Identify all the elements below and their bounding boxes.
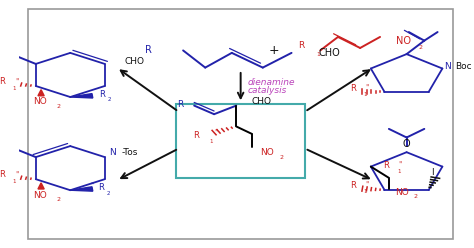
Text: R: R [350, 181, 356, 189]
Text: '': '' [365, 181, 370, 190]
Text: CHO: CHO [318, 48, 340, 58]
Text: R: R [193, 130, 199, 140]
Text: '': '' [15, 171, 19, 180]
Text: 1: 1 [363, 92, 367, 97]
Text: NO: NO [395, 188, 409, 197]
Text: R: R [177, 100, 183, 109]
Text: 2: 2 [279, 155, 283, 160]
Text: R: R [145, 45, 152, 56]
Text: 2: 2 [57, 197, 61, 202]
Text: '': '' [398, 161, 402, 170]
Text: dienamine: dienamine [247, 78, 295, 87]
Text: '': '' [365, 84, 370, 93]
Text: NO: NO [395, 36, 410, 46]
Text: 2: 2 [414, 194, 418, 199]
Text: catalysis: catalysis [247, 86, 287, 95]
Polygon shape [70, 187, 93, 191]
Polygon shape [70, 93, 93, 98]
Text: R: R [0, 170, 5, 179]
Text: O: O [403, 139, 410, 149]
Text: N: N [445, 62, 451, 71]
Text: R: R [98, 183, 104, 192]
Text: CHO: CHO [252, 97, 272, 106]
Text: 2: 2 [57, 104, 61, 109]
Text: R: R [99, 90, 105, 99]
Text: 2: 2 [419, 45, 423, 51]
Text: 1: 1 [316, 52, 320, 57]
Text: CHO: CHO [125, 57, 145, 66]
Text: I: I [431, 168, 434, 177]
Text: +: + [269, 44, 279, 57]
Text: NO: NO [33, 191, 47, 200]
Polygon shape [38, 183, 44, 189]
Text: 1: 1 [363, 189, 367, 194]
Text: 1: 1 [13, 86, 16, 91]
Text: R: R [0, 77, 5, 86]
Text: '': '' [90, 182, 94, 191]
Text: Boc: Boc [455, 62, 472, 71]
Text: 2: 2 [108, 97, 111, 102]
Text: '': '' [214, 129, 219, 138]
Text: -Tos: -Tos [121, 148, 138, 157]
Text: R: R [350, 84, 356, 93]
Text: '': '' [15, 78, 19, 87]
Text: N: N [109, 148, 116, 157]
Polygon shape [38, 90, 44, 96]
Text: R: R [383, 161, 389, 170]
Text: 1: 1 [13, 179, 16, 184]
Bar [176, 104, 305, 178]
Text: R: R [298, 41, 304, 50]
Text: 1: 1 [210, 139, 213, 144]
Text: 1: 1 [398, 169, 401, 174]
Text: NO: NO [261, 148, 274, 157]
Text: NO: NO [33, 97, 47, 106]
Text: 2: 2 [107, 191, 110, 196]
